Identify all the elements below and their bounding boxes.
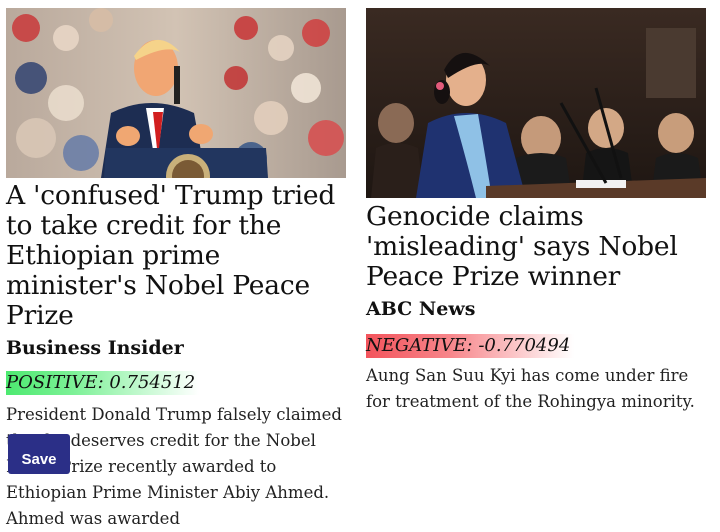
article-image <box>366 8 706 198</box>
trump-rally-photo <box>6 8 346 178</box>
suu-kyi-court-photo <box>366 8 706 198</box>
article-image <box>6 8 346 178</box>
article-source: ABC News <box>366 298 476 320</box>
article-headline[interactable]: A 'confused' Trump tried to take credit … <box>6 180 336 331</box>
save-button[interactable]: Save <box>8 434 70 474</box>
article-headline[interactable]: Genocide claims 'misleading' says Nobel … <box>366 201 678 292</box>
article-card: Genocide claims 'misleading' says Nobel … <box>366 8 706 415</box>
sentiment-badge: NEGATIVE: -0.770494 <box>366 334 575 358</box>
article-summary: Aung San Suu Kyi has come under fire for… <box>366 366 695 411</box>
article-source: Business Insider <box>6 337 184 359</box>
sentiment-badge: POSITIVE: 0.754512 <box>6 371 200 395</box>
